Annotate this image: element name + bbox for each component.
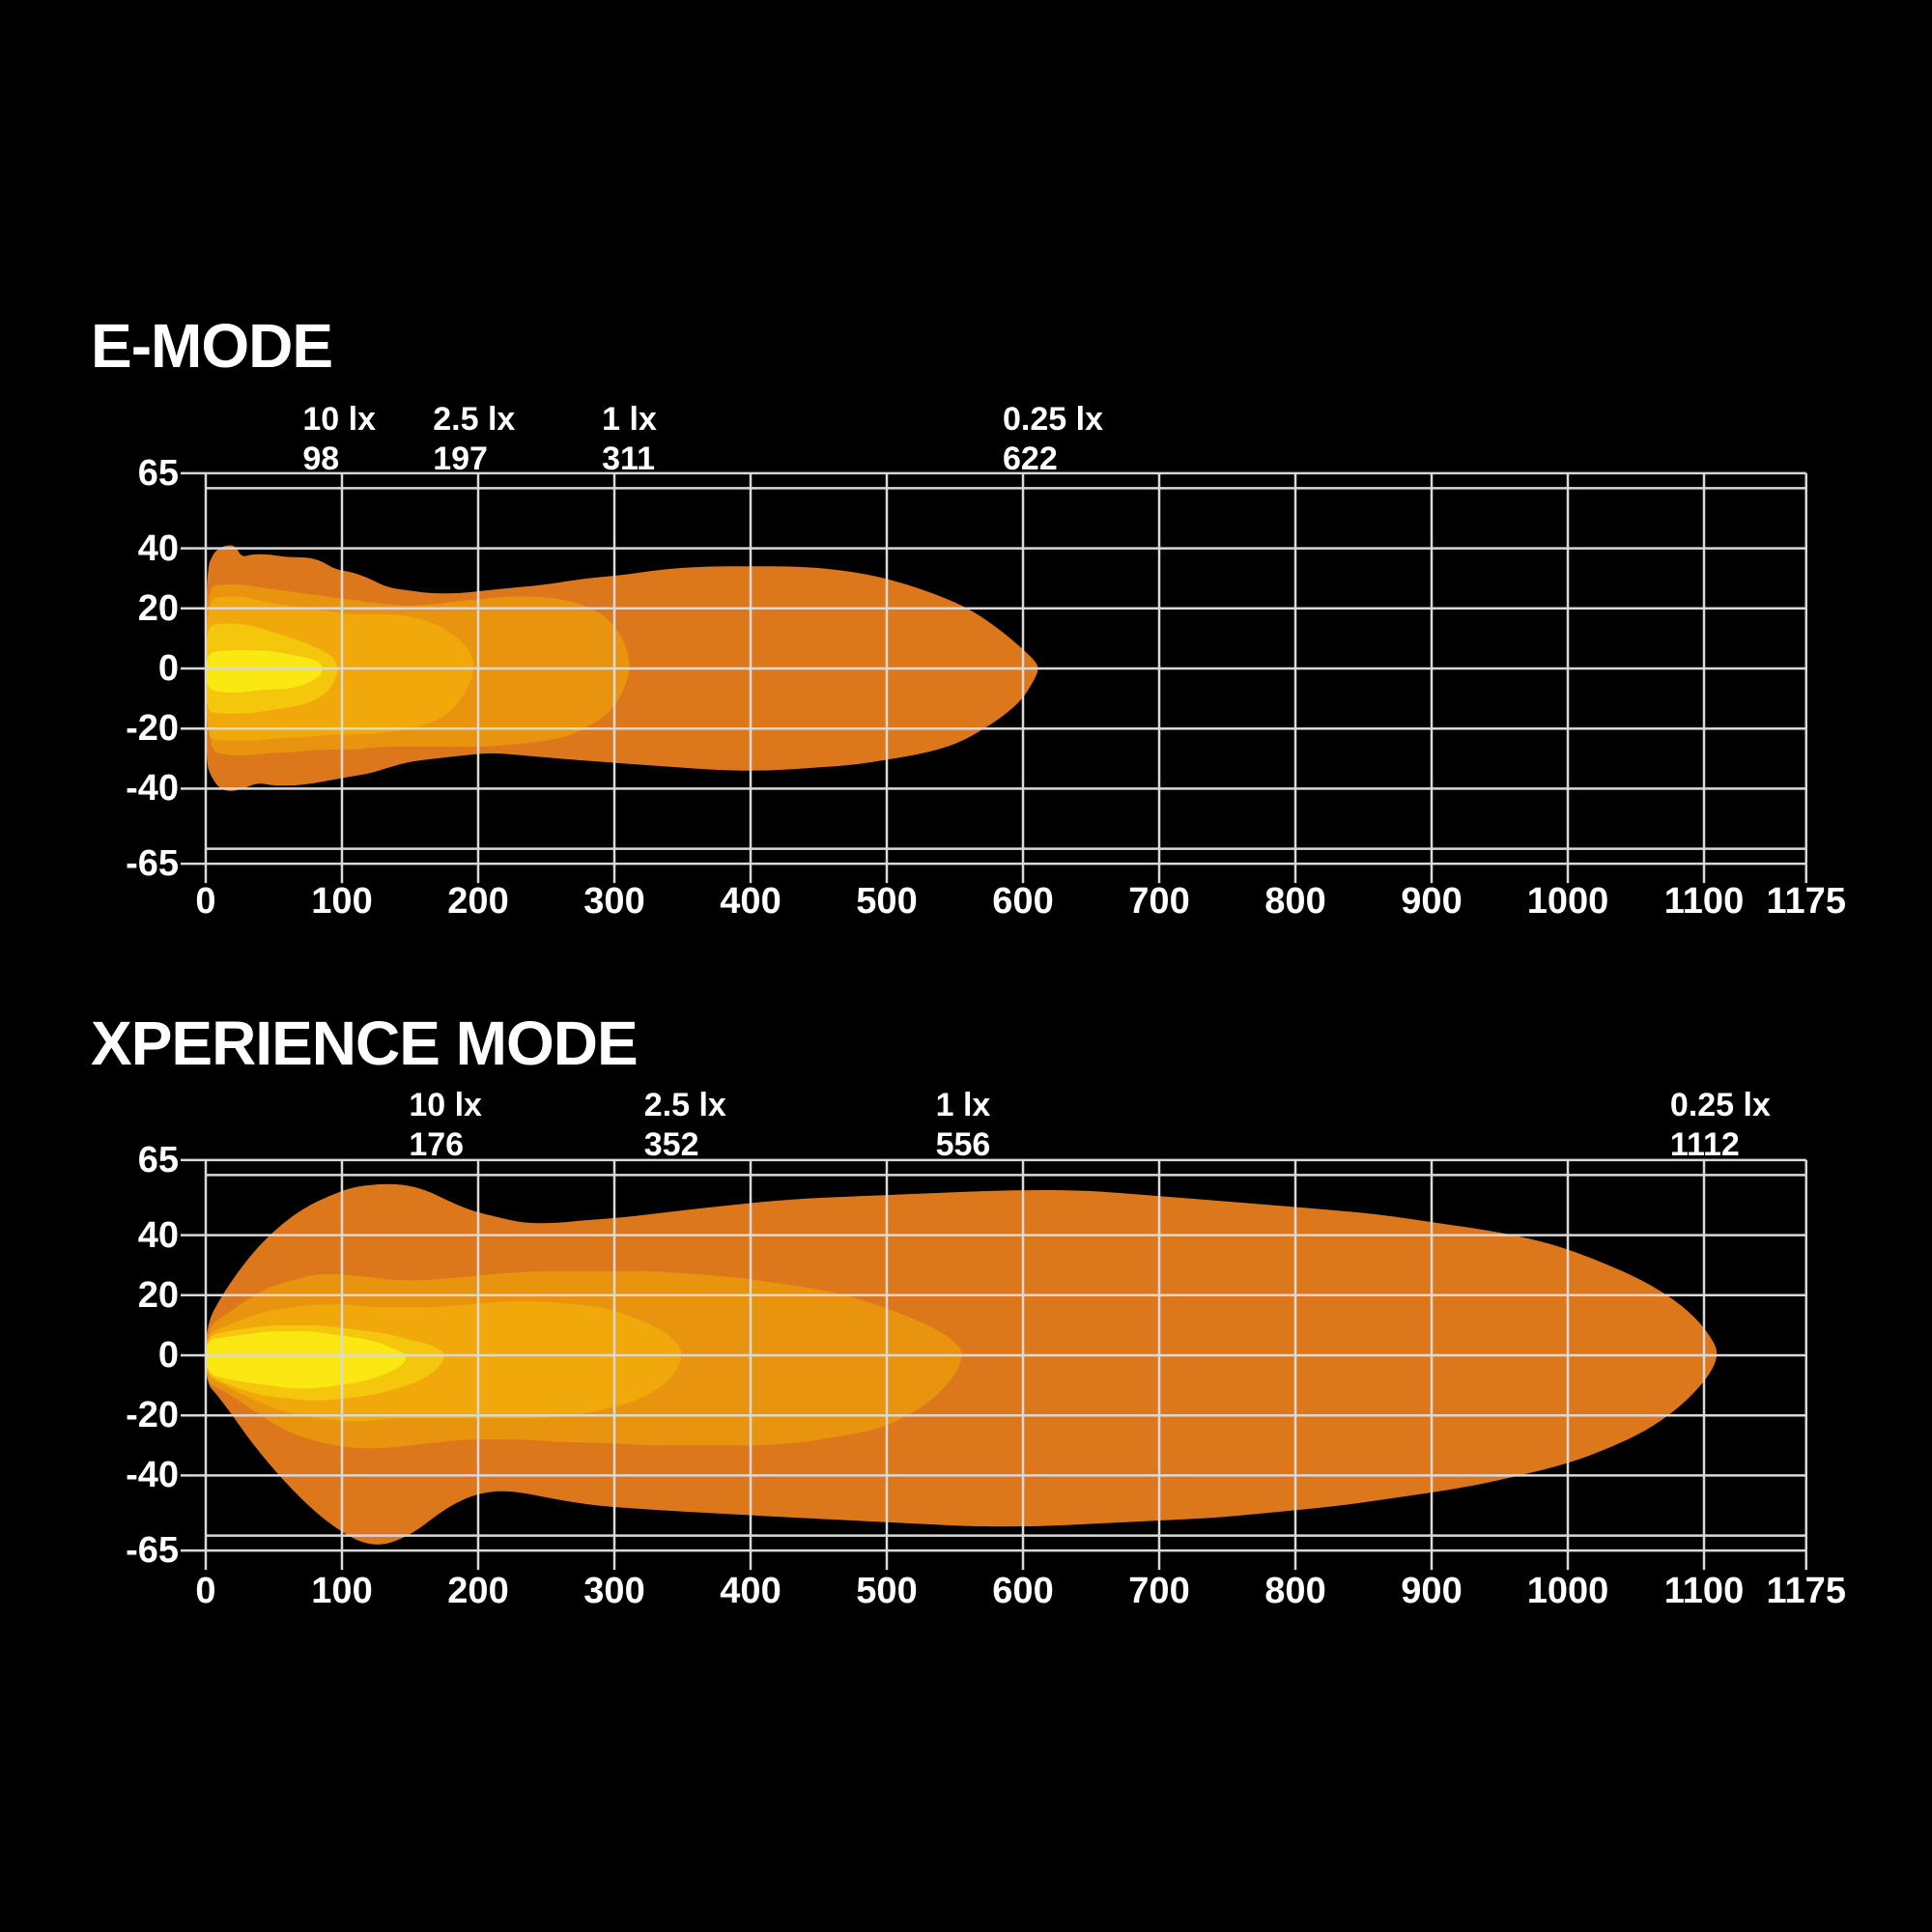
beam-plot-xperience <box>181 1158 1807 1571</box>
lux-marker-xperience: 10 lx 176 <box>409 1086 482 1166</box>
y-tick-label-emode: -20 <box>126 708 179 750</box>
x-tick-label-emode: 100 <box>311 881 373 922</box>
chart-title-xperience-mode: XPERIENCE MODE <box>91 1009 639 1078</box>
x-tick-label-emode: 1175 <box>1766 881 1846 922</box>
lux-distance-value: 311 <box>602 440 655 478</box>
lux-level-label: 10 lx <box>302 401 376 438</box>
contour-xperience-core <box>206 1331 407 1389</box>
y-tick-label-emode: -40 <box>126 768 179 810</box>
y-tick-label-xperience: -40 <box>126 1455 179 1496</box>
y-tick-label-emode: 0 <box>157 648 179 689</box>
lux-marker-xperience: 0.25 lx 1112 <box>1670 1086 1771 1166</box>
lux-distance-value: 197 <box>433 440 488 478</box>
x-tick-label-emode: 200 <box>447 881 509 922</box>
x-tick-label-xperience: 1000 <box>1526 1571 1609 1611</box>
lux-level-label: 10 lx <box>409 1087 482 1123</box>
y-tick-label-emode: 65 <box>137 452 179 494</box>
x-tick-label-xperience: 300 <box>583 1571 645 1611</box>
lux-level-label: 2.5 lx <box>433 401 516 438</box>
lux-distance-value: 622 <box>1003 440 1058 478</box>
y-tick-label-xperience: -65 <box>126 1530 179 1572</box>
lux-level-label: 0.25 lx <box>1003 401 1104 438</box>
x-tick-label-emode: 400 <box>720 881 781 922</box>
y-tick-label-xperience: 0 <box>157 1335 179 1376</box>
x-tick-label-xperience: 400 <box>720 1571 781 1611</box>
y-tick-label-emode: -65 <box>126 843 179 885</box>
y-tick-label-xperience: 40 <box>137 1214 179 1256</box>
x-tick-label-xperience: 600 <box>992 1571 1054 1611</box>
x-tick-label-emode: 1000 <box>1526 881 1609 922</box>
lux-distance-value: 556 <box>935 1126 991 1164</box>
y-tick-label-xperience: 65 <box>137 1139 179 1180</box>
x-tick-label-emode: 1100 <box>1663 881 1745 922</box>
y-tick-label-xperience: -20 <box>126 1395 179 1436</box>
x-tick-label-emode: 600 <box>992 881 1054 922</box>
lux-marker-xperience: 2.5 lx 352 <box>644 1086 726 1166</box>
x-tick-label-xperience: 500 <box>856 1571 918 1611</box>
lux-marker-emode: 0.25 lx 622 <box>1003 400 1103 480</box>
x-tick-label-xperience: 1175 <box>1766 1571 1846 1611</box>
x-tick-label-emode: 0 <box>195 881 216 922</box>
lux-marker-emode: 2.5 lx 197 <box>433 400 515 480</box>
x-tick-label-emode: 300 <box>583 881 645 922</box>
lux-marker-emode: 1 lx 311 <box>602 400 657 480</box>
lux-distance-value: 352 <box>643 1126 699 1164</box>
lux-distance-value: 176 <box>409 1126 465 1164</box>
x-tick-label-xperience: 900 <box>1401 1571 1463 1611</box>
lux-level-label: 0.25 lx <box>1669 1087 1771 1123</box>
y-tick-label-emode: 20 <box>137 587 179 629</box>
x-tick-label-xperience: 200 <box>447 1571 509 1611</box>
lux-distance-value: 1112 <box>1669 1126 1740 1164</box>
lux-marker-xperience: 1 lx 556 <box>936 1086 991 1166</box>
x-tick-label-xperience: 0 <box>195 1571 216 1611</box>
beam-plot-emode <box>181 471 1807 884</box>
x-tick-label-xperience: 700 <box>1128 1571 1190 1611</box>
x-tick-label-xperience: 1100 <box>1663 1571 1745 1611</box>
lux-level-label: 1 lx <box>602 401 657 438</box>
lux-level-label: 1 lx <box>935 1087 991 1123</box>
x-tick-label-xperience: 800 <box>1264 1571 1326 1611</box>
y-tick-label-emode: 40 <box>137 527 179 569</box>
chart-title-emode: E-MODE <box>91 311 333 381</box>
lux-level-label: 2.5 lx <box>643 1087 726 1123</box>
x-tick-label-emode: 700 <box>1128 881 1190 922</box>
y-tick-label-xperience: 20 <box>137 1274 179 1316</box>
lux-distance-value: 98 <box>302 440 340 478</box>
contour-emode-core <box>206 650 323 693</box>
x-tick-label-xperience: 100 <box>311 1571 373 1611</box>
x-tick-label-emode: 800 <box>1264 881 1326 922</box>
x-tick-label-emode: 500 <box>856 881 918 922</box>
lux-marker-emode: 10 lx 98 <box>302 400 376 480</box>
x-tick-label-emode: 900 <box>1401 881 1463 922</box>
